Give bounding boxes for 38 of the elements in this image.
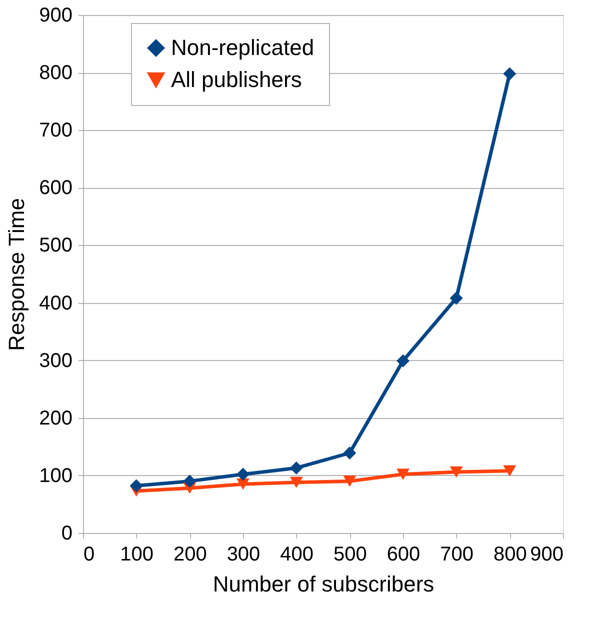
point [183, 474, 196, 488]
y-axis-title: Response Time [4, 198, 30, 351]
x-axis-title: Number of subscribers [212, 572, 434, 596]
point [503, 465, 516, 476]
y-tick-label: 700 [39, 120, 72, 142]
x-tick-label: 400 [280, 544, 314, 566]
y-tick-label: 900 [39, 4, 72, 26]
x-tick-label: 600 [386, 544, 420, 566]
point [130, 479, 143, 492]
point [503, 67, 516, 80]
x-tick-label: 300 [226, 544, 260, 566]
y-tick-label: 100 [39, 464, 72, 487]
y-tick-label: 0 [61, 522, 72, 544]
y-tick-label: 200 [39, 407, 72, 430]
point [450, 292, 463, 305]
x-tick-label: 900 [530, 544, 564, 566]
point [450, 466, 463, 478]
legend-label: All publishers [171, 67, 302, 92]
x-tick-label: 200 [173, 544, 207, 566]
x-tick-label: 500 [333, 544, 367, 566]
x-tick-label: 800 [493, 544, 527, 566]
x-tick-label: 100 [120, 544, 154, 566]
y-tick-label: 300 [39, 350, 72, 372]
point [396, 354, 410, 368]
y-tick-label: 600 [39, 177, 72, 200]
point [236, 468, 250, 481]
legend-label: Non-replicated [171, 35, 314, 60]
point [236, 478, 250, 490]
point [343, 446, 356, 460]
y-tick-label: 400 [39, 292, 72, 314]
x-tick-label: 700 [440, 544, 474, 566]
point [396, 468, 410, 480]
point [290, 476, 303, 488]
y-tick-label: 800 [39, 62, 72, 84]
point [290, 461, 303, 474]
y-tick-label: 500 [39, 234, 72, 257]
point [343, 476, 356, 487]
x-tick-label: 0 [84, 544, 95, 566]
